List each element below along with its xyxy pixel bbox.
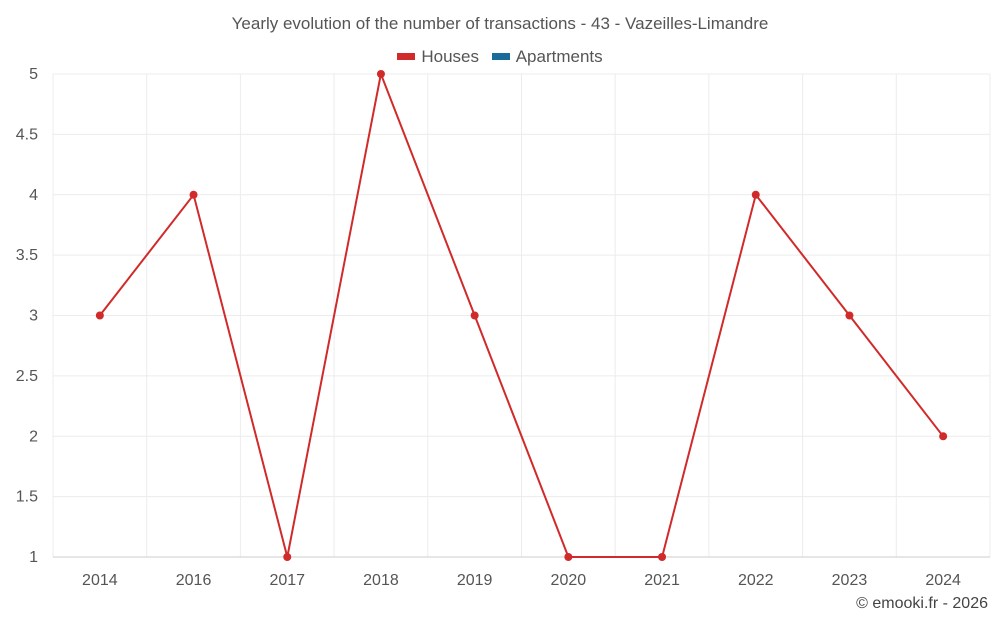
legend-swatch-apartments bbox=[491, 53, 510, 60]
x-axis-ticks: 2014 2016 2017 2018 2019 2020 2021 2022 2023 2024 bbox=[82, 572, 961, 589]
chart-title: Yearly evolution of the number of transa… bbox=[231, 14, 769, 33]
data-point-houses bbox=[845, 311, 854, 320]
data-point-houses bbox=[564, 553, 573, 561]
grid-lines bbox=[52, 73, 991, 558]
x-tick-label: 2017 bbox=[269, 572, 305, 589]
data-point-houses bbox=[283, 553, 292, 561]
x-tick-label: 2014 bbox=[82, 572, 118, 589]
x-tick-label: 2019 bbox=[457, 572, 493, 589]
legend-label-apartments: Apartments bbox=[515, 46, 603, 66]
series-layer bbox=[95, 70, 948, 561]
y-tick-label: 3.5 bbox=[16, 247, 38, 264]
data-point-houses bbox=[95, 311, 104, 320]
data-point-houses bbox=[658, 553, 667, 561]
x-tick-label: 2021 bbox=[644, 572, 680, 589]
x-tick-label: 2022 bbox=[738, 572, 774, 589]
y-tick-label: 1 bbox=[29, 549, 38, 566]
y-tick-label: 3 bbox=[29, 308, 38, 325]
y-tick-label: 5 bbox=[29, 66, 38, 83]
x-tick-label: 2016 bbox=[176, 572, 212, 589]
data-point-houses bbox=[376, 70, 385, 78]
legend-swatch-houses bbox=[397, 53, 416, 60]
x-tick-label: 2020 bbox=[551, 572, 587, 589]
y-axis-ticks: 1 1.5 2 2.5 3 3.5 4 4.5 5 bbox=[16, 66, 38, 566]
x-tick-label: 2024 bbox=[925, 572, 961, 589]
credit-text: © emooki.fr - 2026 bbox=[856, 595, 988, 612]
data-point-houses bbox=[751, 190, 760, 199]
x-tick-label: 2018 bbox=[363, 572, 399, 589]
y-tick-label: 2 bbox=[29, 428, 38, 445]
legend: Houses Apartments bbox=[0, 45, 1000, 67]
legend-item-apartments[interactable]: Apartments bbox=[491, 46, 603, 67]
data-point-houses bbox=[189, 190, 198, 199]
y-tick-label: 2.5 bbox=[16, 368, 38, 385]
legend-label-houses: Houses bbox=[421, 46, 479, 66]
series-line-houses bbox=[99, 70, 944, 558]
x-tick-label: 2023 bbox=[832, 572, 868, 589]
y-tick-label: 1.5 bbox=[16, 489, 38, 506]
y-tick-label: 4.5 bbox=[16, 126, 38, 143]
y-tick-label: 4 bbox=[29, 187, 38, 204]
data-point-houses bbox=[939, 432, 948, 441]
data-point-houses bbox=[470, 311, 479, 320]
legend-item-houses[interactable]: Houses bbox=[397, 47, 479, 67]
